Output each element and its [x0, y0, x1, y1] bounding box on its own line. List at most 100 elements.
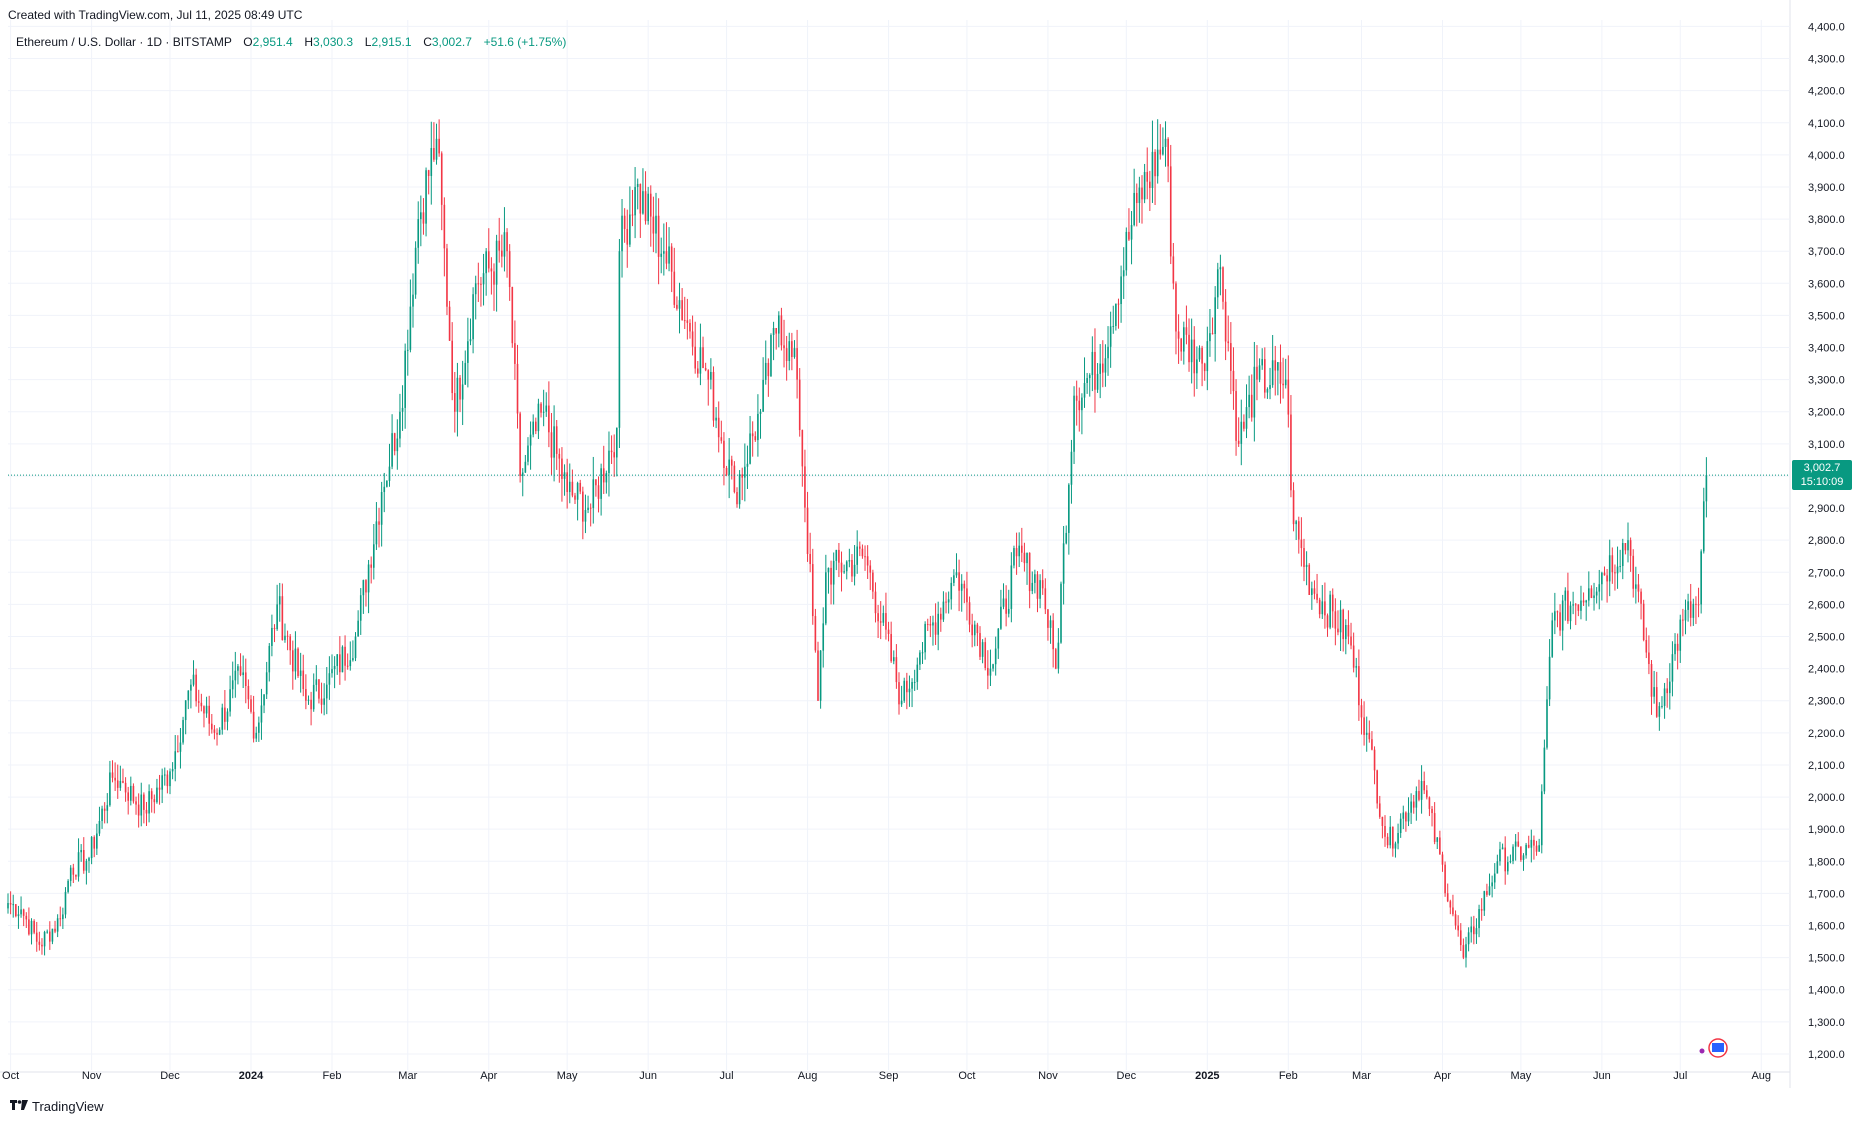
candle-body: [858, 546, 861, 549]
candle: [1355, 657, 1358, 678]
candle: [1407, 797, 1410, 827]
candle-body: [124, 782, 127, 793]
candle-body: [1193, 339, 1196, 374]
candle-body: [1054, 649, 1057, 669]
candle-body: [997, 628, 1000, 649]
candle: [1705, 457, 1708, 518]
candle-body: [1020, 545, 1023, 553]
candle: [320, 682, 323, 714]
candle: [1337, 610, 1339, 636]
candle: [1230, 322, 1232, 395]
candle: [372, 524, 375, 580]
candle: [754, 431, 757, 442]
candle-body: [1339, 609, 1342, 633]
candle: [537, 398, 540, 440]
candle: [1363, 701, 1365, 746]
candle-body: [1674, 643, 1676, 655]
candle-body: [1444, 864, 1446, 894]
candle-body: [621, 215, 623, 252]
candle: [1081, 393, 1083, 435]
candle: [474, 275, 477, 320]
candle-body: [1104, 358, 1107, 373]
candle-body: [1062, 543, 1065, 584]
candle-body: [1039, 580, 1041, 599]
candle: [501, 234, 503, 268]
candle-body: [686, 320, 689, 323]
candle: [1635, 566, 1637, 604]
candle: [691, 315, 694, 356]
x-tick-label: Nov: [82, 1070, 102, 1082]
candle: [1190, 318, 1193, 384]
candle: [903, 677, 906, 703]
candle-body: [953, 575, 955, 583]
candle-body: [885, 613, 887, 630]
candle-body: [448, 306, 451, 341]
candle-body: [1548, 656, 1551, 700]
candle: [1347, 610, 1350, 645]
candle-body: [574, 495, 576, 500]
candle-body: [777, 315, 780, 334]
candle: [660, 237, 663, 274]
candle-body: [1041, 580, 1044, 589]
candle-body: [200, 702, 203, 707]
candle-body: [681, 300, 683, 321]
candle-body: [35, 932, 38, 942]
candle-body: [605, 473, 608, 483]
candle: [913, 669, 916, 691]
candle-body: [636, 183, 639, 187]
candle-body: [90, 837, 93, 859]
candle: [28, 907, 30, 936]
candle: [702, 336, 704, 369]
candle: [174, 735, 177, 782]
candle: [1642, 599, 1645, 642]
candle: [137, 793, 140, 828]
candle-body: [244, 672, 247, 687]
candle-body: [498, 240, 501, 251]
candle: [1509, 854, 1512, 864]
candle: [1211, 317, 1214, 335]
candle: [1269, 367, 1271, 400]
candle: [54, 920, 56, 934]
candle-body: [780, 315, 783, 346]
y-tick-label: 1,200.0: [1808, 1049, 1845, 1061]
candle: [629, 186, 631, 248]
candle-body: [435, 138, 438, 160]
candle: [17, 905, 20, 929]
candle: [989, 649, 992, 686]
open-value: 2,951.4: [252, 35, 293, 49]
candle-body: [702, 347, 704, 368]
candle-body: [937, 613, 940, 635]
candle: [906, 672, 908, 710]
candle: [506, 228, 508, 278]
candle: [1606, 568, 1608, 603]
events-flag-icon[interactable]: [1699, 1038, 1728, 1058]
candle-body: [148, 791, 150, 814]
candle-body: [767, 362, 770, 377]
candle: [114, 762, 116, 791]
candle-body: [589, 507, 592, 509]
candle: [187, 690, 190, 710]
y-tick-label: 3,100.0: [1808, 439, 1845, 451]
candle: [1551, 612, 1554, 658]
candle: [9, 891, 12, 915]
candle: [286, 630, 289, 651]
candle-body: [349, 660, 352, 667]
candle: [1036, 571, 1039, 613]
candle: [723, 432, 725, 486]
tradingview-logo[interactable]: TradingView: [10, 1098, 104, 1114]
candle: [770, 333, 772, 377]
candle-body: [1493, 873, 1496, 883]
candle-body: [362, 580, 365, 596]
candle-body: [720, 437, 723, 441]
candle: [362, 579, 365, 614]
candle-body: [845, 561, 848, 572]
candle: [1222, 266, 1224, 310]
candle-body: [1645, 639, 1648, 653]
candle-body: [919, 652, 921, 665]
candle: [412, 273, 414, 328]
candle-body: [921, 652, 924, 654]
candle-body: [312, 684, 315, 710]
candle-body: [166, 774, 169, 787]
candle: [216, 728, 218, 746]
